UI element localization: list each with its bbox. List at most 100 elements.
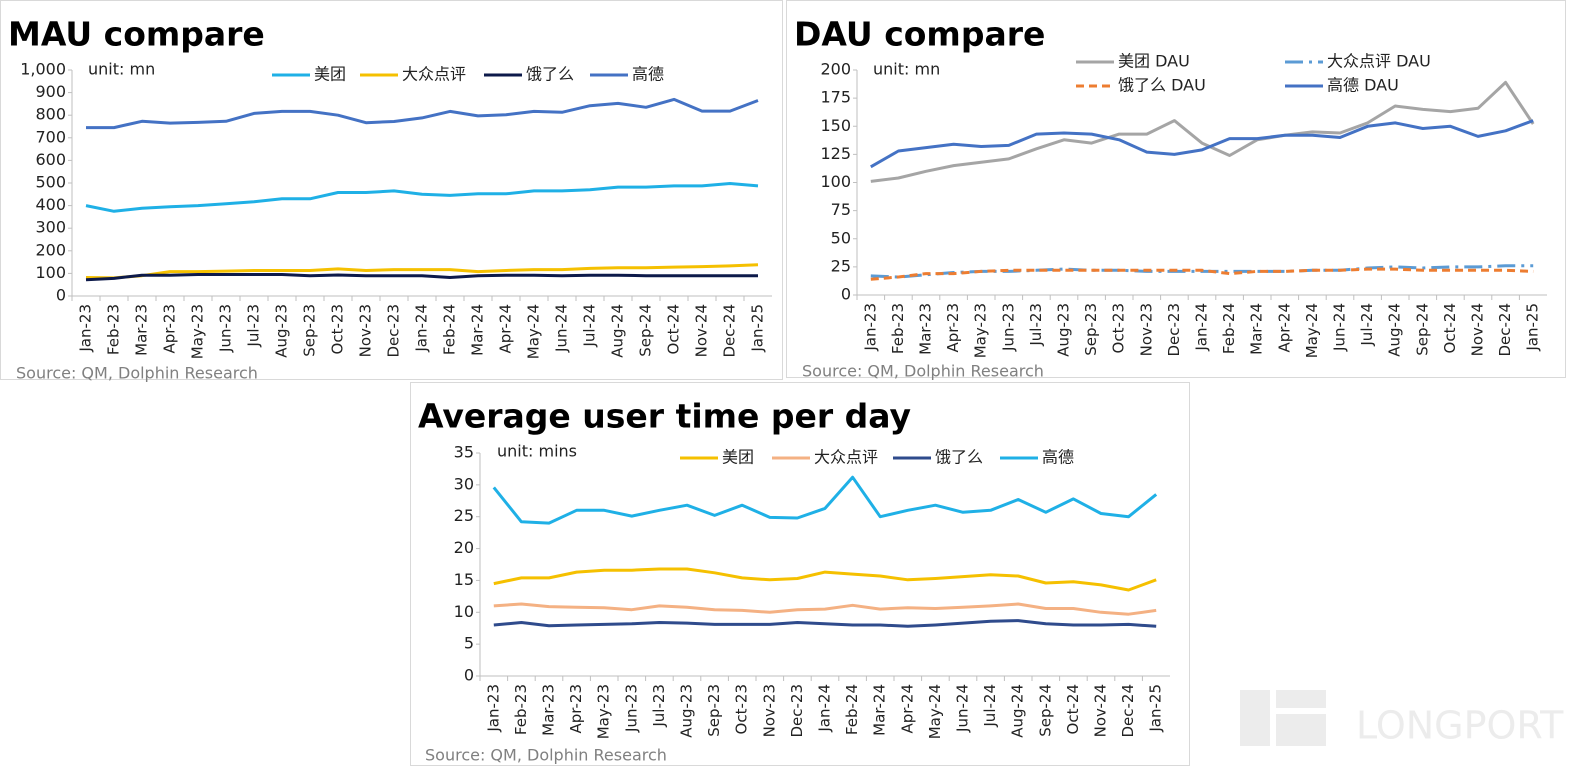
- x-tick-label: Mar-23: [917, 303, 935, 355]
- legend-label: 大众点评: [402, 65, 466, 84]
- y-tick-label: 15: [454, 570, 474, 589]
- legend-label: 美团: [722, 448, 754, 467]
- x-tick-label: Jul-24: [981, 684, 999, 728]
- x-tick-label: Jun-24: [1331, 303, 1349, 352]
- series-line: [870, 80, 1535, 183]
- y-tick-label: 100: [35, 263, 66, 282]
- x-tick-label: Oct-24: [1064, 684, 1082, 734]
- y-tick-label: 50: [831, 228, 851, 247]
- x-tick-label: Oct-23: [1110, 303, 1128, 353]
- x-tick-label: Jan-25: [749, 304, 767, 353]
- x-tick-label: Mar-23: [133, 304, 151, 356]
- legend-label: 高德: [1042, 448, 1074, 467]
- chart-title: MAU compare: [8, 15, 265, 54]
- x-tick-label: Apr-24: [497, 304, 515, 354]
- x-tick-label: Nov-23: [760, 684, 778, 737]
- panel-border: [0, 0, 783, 380]
- logo-block: [1276, 714, 1326, 746]
- panel-border: [786, 0, 1566, 378]
- x-tick-label: Feb-23: [512, 684, 530, 735]
- x-tick-label: Jan-25: [1147, 684, 1165, 733]
- x-tick-label: Jan-24: [1193, 303, 1211, 352]
- y-tick-label: 10: [454, 602, 474, 621]
- x-tick-label: Apr-23: [161, 304, 179, 354]
- x-tick-label: Aug-24: [1386, 303, 1404, 357]
- y-tick-label: 0: [56, 286, 66, 305]
- y-tick-label: 400: [35, 195, 66, 214]
- x-tick-label: Feb-24: [843, 684, 861, 735]
- y-tick-label: 300: [35, 218, 66, 237]
- x-tick-label: Feb-24: [1220, 303, 1238, 354]
- x-tick-label: Nov-24: [693, 304, 711, 357]
- x-tick-label: Jan-25: [1524, 303, 1542, 352]
- unit-note: unit: mn: [88, 60, 155, 79]
- legend-label: 高德 DAU: [1327, 76, 1399, 95]
- chart-title: DAU compare: [794, 15, 1045, 54]
- y-tick-label: 75: [831, 200, 851, 219]
- y-tick-label: 900: [35, 82, 66, 101]
- y-tick-label: 500: [35, 173, 66, 192]
- y-tick-label: 200: [35, 240, 66, 259]
- legend-label: 饿了么 DAU: [1118, 76, 1206, 95]
- x-tick-label: Mar-24: [871, 684, 889, 736]
- x-tick-label: Jul-23: [1027, 303, 1045, 347]
- unit-note: unit: mn: [873, 60, 940, 79]
- x-tick-label: Dec-24: [1119, 684, 1137, 738]
- x-tick-label: Jan-23: [861, 303, 879, 352]
- x-tick-label: Nov-24: [1092, 684, 1110, 737]
- series-line: [493, 602, 1157, 616]
- x-tick-label: May-24: [1303, 303, 1321, 358]
- x-tick-label: Feb-24: [441, 304, 459, 355]
- series-line: [86, 97, 759, 130]
- y-tick-label: 30: [454, 474, 474, 493]
- unit-note: unit: mins: [497, 442, 577, 461]
- chart-title: Average user time per day: [418, 397, 911, 436]
- x-tick-label: Sep-23: [1082, 303, 1100, 356]
- y-tick-label: 125: [820, 144, 851, 163]
- x-tick-label: Jul-23: [245, 304, 263, 348]
- watermark: LONGPORT: [1356, 704, 1564, 748]
- series-line: [493, 619, 1157, 628]
- x-tick-label: Aug-24: [609, 304, 627, 358]
- x-tick-label: Jul-24: [1358, 303, 1376, 347]
- x-tick-label: Jul-24: [581, 304, 599, 348]
- series-line: [85, 182, 759, 213]
- y-tick-label: 0: [841, 285, 851, 304]
- legend-label: 美团 DAU: [1118, 52, 1190, 71]
- x-tick-label: Sep-23: [705, 684, 723, 737]
- x-tick-label: Oct-23: [733, 684, 751, 734]
- x-tick-label: May-23: [595, 684, 613, 739]
- y-tick-label: 25: [454, 506, 474, 525]
- x-tick-label: Jan-24: [816, 684, 834, 733]
- x-tick-label: Jun-24: [553, 304, 571, 353]
- legend-label: 美团: [314, 65, 346, 84]
- x-tick-label: Mar-24: [1248, 303, 1266, 355]
- x-tick-label: Oct-24: [665, 304, 683, 354]
- y-tick-label: 0: [464, 666, 474, 685]
- series-line: [493, 567, 1157, 592]
- x-tick-label: Sep-23: [301, 304, 319, 357]
- series-line: [85, 263, 759, 280]
- series-line: [870, 119, 1534, 169]
- source-note: Source: QM, Dolphin Research: [425, 746, 667, 765]
- legend-label: 高德: [632, 65, 664, 84]
- x-tick-label: Mar-24: [469, 304, 487, 356]
- x-tick-label: Jun-23: [999, 303, 1017, 352]
- x-tick-label: Aug-23: [1055, 303, 1073, 357]
- series-line: [870, 267, 1534, 281]
- source-note: Source: QM, Dolphin Research: [802, 362, 1044, 381]
- x-tick-label: Apr-24: [1275, 303, 1293, 353]
- y-tick-label: 20: [454, 538, 474, 557]
- y-tick-label: 800: [35, 105, 66, 124]
- x-tick-label: Nov-23: [1137, 303, 1155, 356]
- x-tick-label: Aug-23: [273, 304, 291, 358]
- x-tick-label: Mar-23: [540, 684, 558, 736]
- x-tick-label: Sep-24: [637, 304, 655, 357]
- x-tick-label: Dec-23: [385, 304, 403, 358]
- legend-label: 饿了么: [935, 448, 983, 467]
- series-line: [85, 273, 758, 282]
- x-tick-label: May-24: [525, 304, 543, 359]
- x-tick-label: May-24: [926, 684, 944, 739]
- x-tick-label: Jan-24: [413, 304, 431, 353]
